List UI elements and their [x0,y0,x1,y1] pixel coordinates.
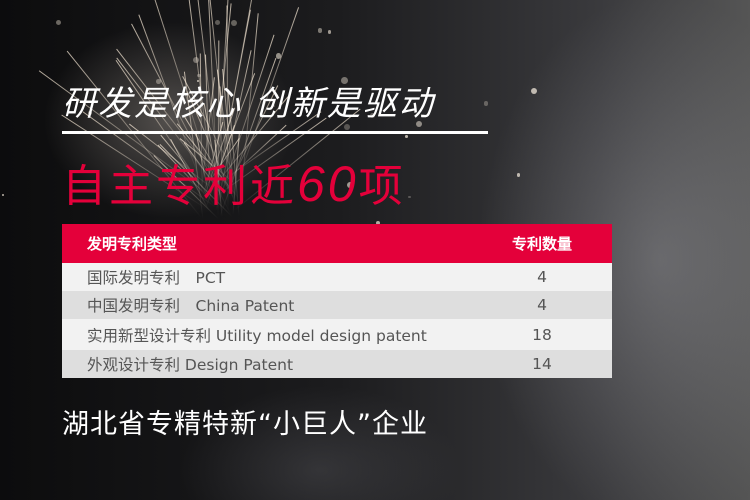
spark-dot [346,181,354,189]
divider [62,131,488,134]
spark-dot [370,113,376,118]
patent-type: 外观设计专利 Design Patent [62,350,472,378]
headline-number: 60 [297,156,359,212]
spark-dot [215,20,221,26]
spark-dot [341,76,348,84]
table-row: 实用新型设计专利 Utility model design patent 18 [62,319,612,350]
spark-dot [530,87,538,95]
spark-dot [327,30,332,34]
table-header: 发明专利类型 专利数量 [62,224,612,263]
spark-dot [230,19,237,26]
spark-dot [516,173,521,178]
spark-dot [55,20,61,26]
table-row: 中国发明专利 China Patent 4 [62,291,612,319]
spark-dot [87,111,92,116]
spark-dot [407,195,411,199]
header-type: 发明专利类型 [62,224,472,263]
headline-prefix: 自主专利近 [62,161,297,212]
spark-dot [192,57,200,64]
spark-dot [416,121,423,128]
headline: 自主专利近60项 [62,150,406,214]
spark-dot [343,124,351,131]
spark-dot [483,101,489,106]
spark-dot [375,220,380,226]
spark-dot [317,28,323,34]
patent-count: 4 [472,263,612,291]
spark-dot [197,79,200,83]
spark-dot [197,73,201,78]
spark-dot [156,79,161,85]
headline-suffix: 项 [358,161,406,212]
patent-type: 实用新型设计专利 Utility model design patent [62,319,472,350]
patent-type: 中国发明专利 China Patent [62,291,472,319]
header-count: 专利数量 [472,224,612,263]
tagline: 湖北省专精特新“小巨人”企业 [62,409,428,440]
table-row: 国际发明专利 PCT 4 [62,263,612,291]
table-row: 外观设计专利 Design Patent 14 [62,350,612,378]
spark-dot [275,52,282,59]
slogan: 研发是核心 创新是驱动 [62,84,435,124]
spark-dot [272,105,275,108]
patent-type: 国际发明专利 PCT [62,263,472,291]
spark-dot [1,193,5,197]
patent-count: 4 [472,291,612,319]
patent-table: 发明专利类型 专利数量 国际发明专利 PCT 4 中国发明专利 China Pat… [62,224,612,378]
spark-dot [405,135,409,138]
patent-count: 18 [472,319,612,350]
patent-count: 14 [472,350,612,378]
